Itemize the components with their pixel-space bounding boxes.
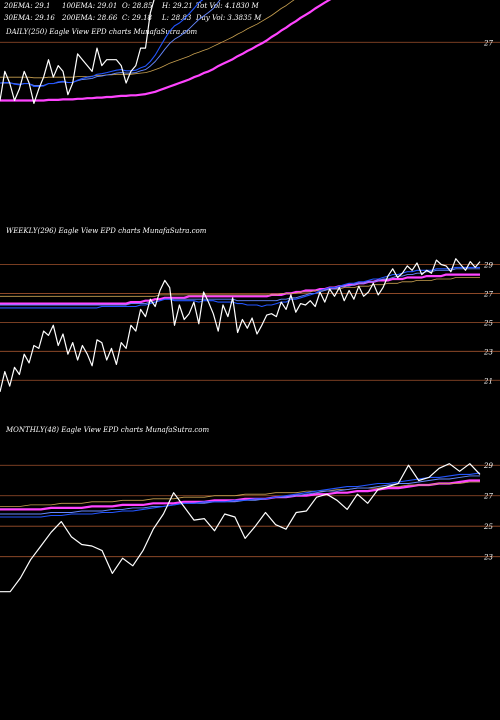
- monthly-y-tick-label: 27: [483, 493, 493, 501]
- monthly-ema20-line: [0, 472, 481, 518]
- monthly-ema30-line: [0, 475, 480, 515]
- weekly-ema20-line: [0, 266, 480, 309]
- weekly-ema200-line: [0, 273, 480, 305]
- daily-ema20-line: [0, 0, 204, 88]
- monthly-y-tick-label: 29: [483, 462, 493, 470]
- daily-panel-title: DAILY(250) Eagle View EPD charts MunafaS…: [5, 28, 198, 36]
- ema20-label: 20EMA: 29.1: [3, 2, 50, 10]
- day-volume-label: Day Vol: 3.3835 M: [195, 14, 262, 22]
- monthly-ema100-line: [0, 481, 480, 507]
- total-volume-label: Tot Vol: 4.1830 M: [196, 2, 260, 10]
- daily-ema100-line: [0, 0, 295, 79]
- high-label: H: 29.21: [161, 2, 193, 10]
- monthly-close-line: [0, 463, 481, 593]
- weekly-y-tick-label: 23: [483, 348, 493, 356]
- weekly-ema100-line: [0, 277, 480, 297]
- close-label: C: 29.18: [122, 14, 153, 22]
- ema200-label: 200EMA: 28.66: [61, 14, 118, 22]
- daily-close-line: [0, 0, 155, 105]
- panels-layer: 27 29 27 25 23 21 29 27 25 23: [0, 0, 500, 593]
- weekly-ema30-line: [0, 268, 480, 306]
- header-stats: 20EMA: 29.1 100EMA: 29.01 O: 28.85 H: 29…: [3, 2, 262, 22]
- daily-ema30-line: [0, 0, 221, 86]
- daily-ema200-line: [0, 0, 332, 102]
- weekly-y-tick-label: 25: [483, 319, 493, 327]
- ema100-label: 100EMA: 29.01: [62, 2, 117, 10]
- low-label: L: 28.83: [161, 14, 192, 22]
- weekly-y-tick-label: 27: [483, 290, 493, 298]
- ema30-label: 30EMA: 29.16: [4, 14, 55, 22]
- weekly-y-tick-label: 29: [483, 261, 493, 269]
- daily-panel: 27: [0, 0, 500, 105]
- weekly-panel: 29 27 25 23 21: [0, 258, 500, 393]
- monthly-panel: 29 27 25 23: [0, 462, 500, 593]
- daily-y-tick-label: 27: [483, 39, 493, 47]
- weekly-y-tick-label: 21: [483, 377, 493, 385]
- monthly-y-tick-label: 25: [483, 523, 493, 531]
- open-label: O: 28.85: [122, 2, 153, 10]
- weekly-close-line: [0, 258, 481, 393]
- monthly-y-tick-label: 23: [483, 554, 493, 562]
- monthly-panel-title: MONTHLY(48) Eagle View EPD charts Munafa…: [5, 426, 209, 434]
- monthly-ema200-line: [0, 479, 480, 511]
- weekly-panel-title: WEEKLY(296) Eagle View EPD charts Munafa…: [6, 227, 207, 235]
